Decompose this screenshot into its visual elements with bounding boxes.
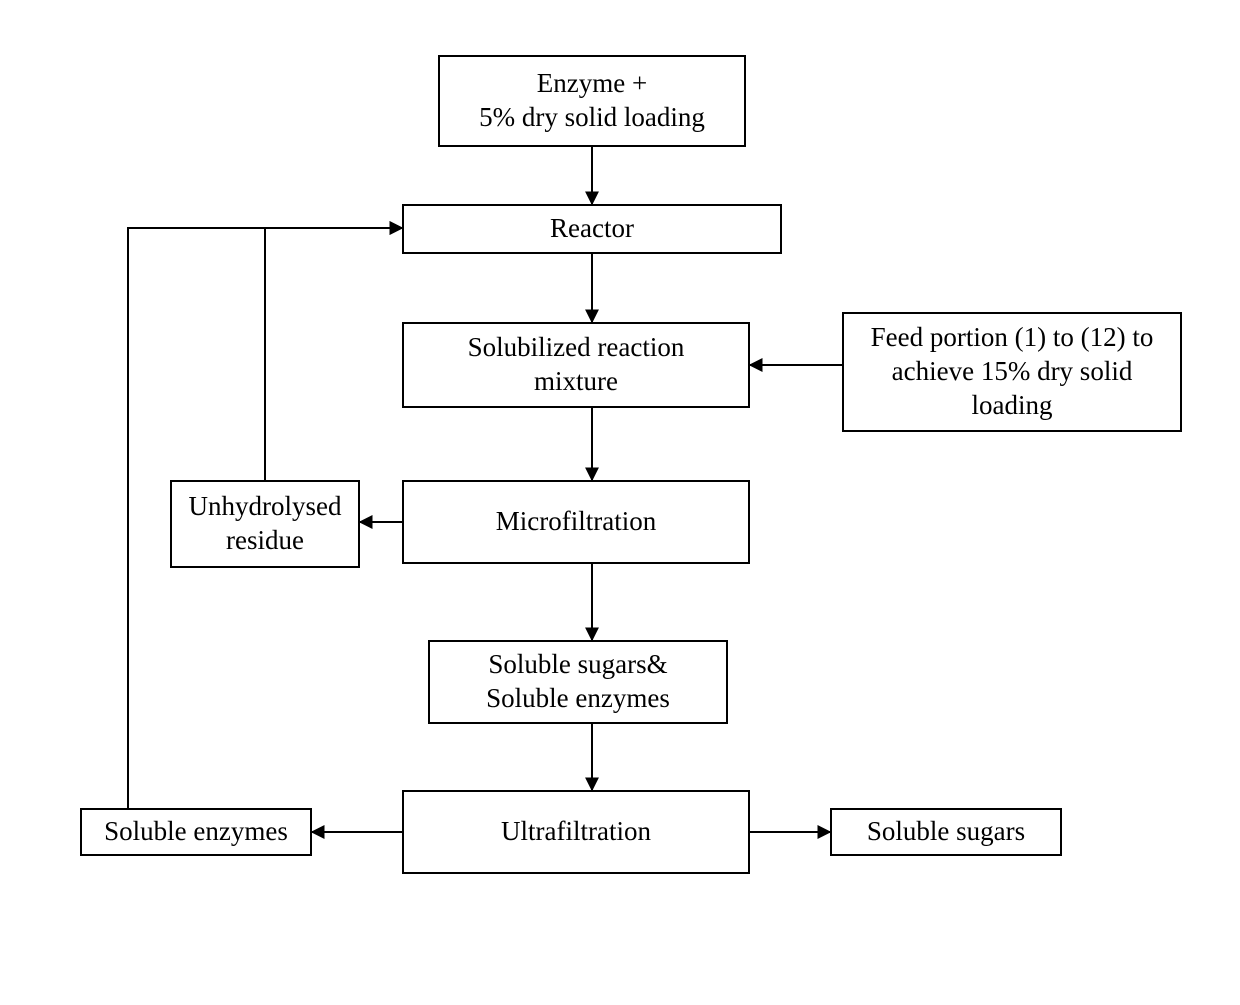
node-enzyme-input: Enzyme + 5% dry solid loading [438,55,746,147]
node-label: Ultrafiltration [501,815,651,849]
node-solub-mixture: Solubilized reaction mixture [402,322,750,408]
node-microfilt: Microfiltration [402,480,750,564]
node-sol-enzymes: Soluble enzymes [80,808,312,856]
node-feed-portion: Feed portion (1) to (12) to achieve 15% … [842,312,1182,432]
node-label: Soluble sugars& Soluble enzymes [486,648,670,716]
node-label: Solubilized reaction mixture [468,331,685,399]
node-label: Feed portion (1) to (12) to achieve 15% … [871,321,1154,422]
node-label: Enzyme + 5% dry solid loading [479,67,705,135]
node-label: Reactor [550,212,634,246]
node-unhyd-residue: Unhydrolysed residue [170,480,360,568]
edge-unhyd-residue-to-reactor [265,228,402,480]
node-label: Soluble sugars [867,815,1025,849]
node-label: Unhydrolysed residue [189,490,342,558]
node-label: Soluble enzymes [104,815,288,849]
node-reactor: Reactor [402,204,782,254]
node-sol-sugars: Soluble sugars [830,808,1062,856]
node-sol-sugars-enz: Soluble sugars& Soluble enzymes [428,640,728,724]
flowchart-stage: Enzyme + 5% dry solid loading Reactor Solu… [0,0,1240,1005]
node-ultrafilt: Ultrafiltration [402,790,750,874]
node-label: Microfiltration [496,505,656,539]
